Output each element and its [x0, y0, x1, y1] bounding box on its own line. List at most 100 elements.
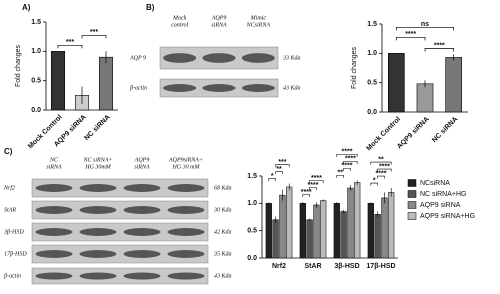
legend-swatch	[407, 201, 417, 209]
bar	[98, 56, 114, 111]
blot-band	[35, 250, 73, 258]
bar	[388, 53, 405, 113]
blot-band	[79, 272, 117, 280]
legend-label: AQP9 siRNA	[420, 202, 461, 209]
y-tick-label: 1.5	[31, 19, 41, 26]
x-tick-label: NC siRNA	[83, 114, 111, 142]
legend-swatch	[407, 179, 417, 187]
significance-label: **	[378, 156, 384, 163]
blot-band	[167, 250, 205, 258]
significance-bracket	[336, 154, 358, 157]
panel-label: C)	[4, 147, 13, 156]
y-tick-label: 0.5	[247, 228, 257, 235]
blot-strip	[31, 244, 209, 264]
y-tick-label: 1.0	[367, 50, 377, 57]
lane-header: HG 30 mM	[172, 164, 201, 170]
significance-bracket	[370, 182, 378, 186]
significance-bracket	[309, 180, 324, 184]
significance-label: ****	[434, 42, 445, 49]
protein-name: Nrf2	[3, 184, 15, 191]
significance-bracket	[424, 48, 455, 52]
significance-label: ****	[345, 156, 356, 163]
bar	[367, 203, 374, 259]
lane-header: AQP9	[134, 157, 150, 163]
significance-bracket	[275, 171, 283, 175]
lane-header: NC	[49, 157, 59, 163]
significance-label: ****	[308, 182, 319, 189]
significance-bracket	[395, 36, 426, 41]
legend-label: NCsiRNA	[420, 180, 450, 187]
bar	[333, 203, 340, 259]
molecular-weight: 43 Kda	[214, 272, 232, 279]
molecular-weight: 30 Kda	[213, 207, 232, 213]
y-tick-label: 1.0	[31, 48, 41, 55]
blot-band	[163, 84, 197, 92]
panel-label: B)	[146, 3, 155, 12]
significance-bracket	[336, 175, 344, 178]
molecular-weight: 43 Kda	[283, 84, 301, 91]
significance-bracket	[377, 168, 392, 172]
lane-header: NCsiRNA	[246, 22, 271, 28]
significance-bracket	[275, 164, 290, 168]
blot-band	[79, 228, 117, 236]
bar	[272, 219, 279, 259]
significance-label: **	[337, 170, 343, 177]
blot-band	[35, 184, 73, 192]
significance-bracket	[343, 161, 358, 164]
significance-label: ****	[311, 175, 322, 182]
blot-band	[167, 206, 205, 214]
lane-header: siRNA	[211, 22, 227, 28]
bar	[340, 211, 347, 259]
significance-label: ****	[342, 163, 353, 170]
legend-swatch	[407, 190, 417, 198]
significance-label: ****	[376, 170, 387, 177]
blot-band	[123, 250, 161, 258]
lane-header: AQP9siRNA+	[168, 157, 203, 163]
blot-strip	[31, 200, 209, 220]
bar	[299, 203, 306, 259]
blot-band	[79, 206, 117, 214]
significance-label: ****	[379, 163, 390, 170]
lane-header: NC siRNA+	[83, 157, 113, 163]
bar	[388, 192, 395, 259]
bar	[354, 182, 361, 259]
bar	[306, 219, 313, 259]
blot-band	[167, 184, 205, 192]
protein-name: 17β-HSD	[4, 251, 27, 257]
significance-bracket	[395, 26, 455, 31]
blot-band	[163, 53, 197, 63]
y-tick-label: 0.5	[31, 78, 41, 85]
bar	[445, 57, 462, 113]
significance-label: ****	[405, 31, 416, 38]
legend-swatch	[407, 212, 417, 220]
lane-header: siRNA	[46, 164, 62, 170]
legend-label: NC siRNA+HG	[420, 191, 466, 198]
lane-header: HG 30mM	[84, 164, 111, 170]
significance-bracket	[268, 178, 276, 182]
y-tick-label: 0.0	[31, 107, 41, 114]
blot-band	[79, 250, 117, 258]
y-tick-label: 1.0	[247, 200, 257, 207]
lane-header: AQP9	[211, 15, 227, 21]
bar	[416, 83, 434, 113]
significance-bracket	[81, 34, 107, 39]
significance-label: ***	[66, 39, 74, 46]
molecular-weight: 35 Kda	[213, 251, 232, 257]
molecular-weight: 42 Kda	[214, 228, 232, 235]
y-tick-label: 1.5	[367, 21, 377, 28]
significance-label: **	[276, 166, 282, 173]
y-axis-label: Fold changes	[15, 44, 22, 87]
blot-band	[202, 53, 236, 63]
lane-header: Mock	[172, 15, 187, 21]
significance-label: ***	[90, 29, 98, 36]
y-tick-label: 1.5	[247, 173, 257, 180]
bar	[320, 200, 327, 259]
significance-bracket	[370, 161, 392, 165]
significance-bracket	[309, 187, 317, 191]
bar	[381, 197, 388, 259]
lane-header: Mimic	[250, 15, 267, 21]
blot-band	[123, 184, 161, 192]
significance-label: ns	[421, 21, 429, 28]
protein-name: StAR	[4, 207, 16, 213]
